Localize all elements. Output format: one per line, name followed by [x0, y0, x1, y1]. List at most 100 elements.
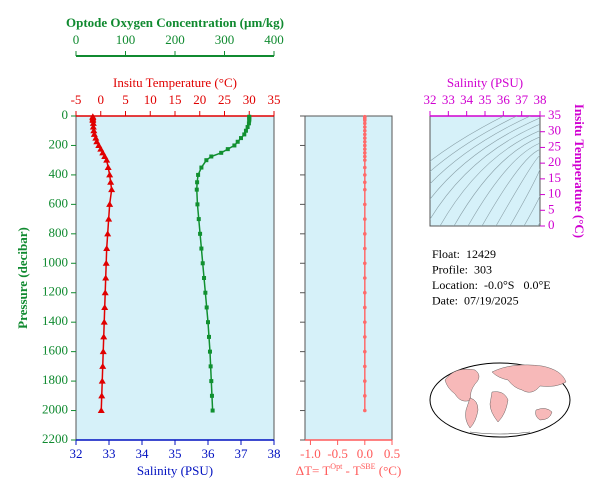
float-info: Float: 12429: [432, 247, 496, 261]
y-tick-label: 600: [49, 195, 69, 210]
marker: [232, 143, 237, 148]
marker: [363, 246, 367, 251]
x-tick-label: 100: [116, 32, 136, 47]
x-tick-label: 33: [442, 92, 455, 107]
marker: [225, 147, 230, 152]
y-tick-label: 5: [548, 201, 555, 216]
y-tick-label: 25: [548, 138, 561, 153]
density-contour: [453, 136, 540, 226]
x-axis-title-part: (°C): [376, 463, 402, 478]
marker: [203, 290, 208, 295]
x-tick-label: 0.0: [357, 446, 373, 461]
marker: [209, 379, 214, 384]
marker: [196, 172, 201, 177]
marker: [198, 231, 203, 236]
x-tick-label: 35: [169, 446, 182, 461]
marker: [208, 364, 213, 369]
marker: [202, 276, 207, 280]
marker: [207, 349, 212, 354]
x-tick-label: -5: [71, 92, 82, 107]
marker: [363, 128, 367, 133]
x-tick-label: 36: [202, 446, 216, 461]
land: [444, 368, 480, 402]
y-tick-label: 1000: [42, 254, 68, 269]
y-axis-title: Insitu Temperature (°C): [572, 104, 587, 238]
marker: [107, 178, 115, 185]
y-tick-label: 1800: [42, 372, 68, 387]
x-tick-label: 32: [70, 446, 83, 461]
marker: [247, 118, 252, 123]
y-tick-label: 400: [49, 166, 69, 181]
marker: [363, 305, 367, 310]
marker: [92, 134, 100, 141]
marker: [363, 217, 367, 221]
marker: [194, 187, 199, 192]
y-tick-label: 1600: [42, 343, 68, 358]
plot-area: [429, 115, 541, 227]
x-tick-label: 0: [98, 92, 105, 107]
x-tick-label: 300: [215, 32, 235, 47]
marker: [108, 186, 116, 193]
density-contour: [430, 116, 518, 172]
marker: [363, 118, 367, 123]
marker: [363, 364, 367, 369]
density-contour: [430, 116, 505, 162]
x-axis-title: Optode Oxygen Concentration (µm/kg): [66, 15, 284, 30]
marker: [199, 165, 204, 170]
marker: [363, 180, 367, 185]
marker: [363, 408, 367, 413]
land: [535, 408, 553, 421]
land: [465, 397, 479, 429]
x-tick-label: -0.5: [327, 446, 348, 461]
x-axis-title-part: Opt: [330, 462, 343, 471]
marker: [200, 261, 205, 266]
land: [489, 391, 509, 423]
x-tick-label: 35: [268, 92, 281, 107]
marker: [363, 158, 367, 162]
marker: [210, 408, 215, 413]
marker: [363, 147, 367, 151]
y-tick-label: 0: [62, 107, 69, 122]
x-axis-title: Insitu Temperature (°C): [113, 75, 237, 90]
marker: [363, 335, 367, 339]
x-axis-title-part: - T: [342, 463, 361, 478]
y-tick-label: 2000: [42, 402, 68, 417]
x-tick-label: 36: [497, 92, 511, 107]
x-tick-label: 34: [460, 92, 474, 107]
y-tick-label: 1400: [42, 313, 68, 328]
x-tick-label: 15: [169, 92, 182, 107]
float-info: Profile: 303: [432, 263, 492, 277]
x-tick-label: 5: [122, 92, 129, 107]
x-tick-label: 30: [243, 92, 256, 107]
marker: [104, 164, 112, 171]
marker: [106, 200, 114, 207]
x-tick-label: 25: [218, 92, 231, 107]
density-contour: [481, 149, 540, 226]
marker: [363, 151, 367, 155]
marker: [363, 232, 367, 236]
marker: [245, 125, 250, 130]
density-contour: [523, 167, 540, 226]
density-contour: [439, 130, 540, 226]
density-contour: [430, 116, 532, 185]
marker: [105, 215, 113, 222]
marker: [363, 276, 367, 280]
x-tick-label: 32: [424, 92, 437, 107]
marker: [104, 230, 112, 237]
marker: [98, 392, 106, 399]
marker: [99, 362, 107, 369]
land: [491, 364, 567, 393]
marker: [363, 202, 367, 207]
y-axis-title: Pressure (decibar): [15, 227, 30, 329]
marker: [363, 121, 367, 126]
y-tick-label: 200: [49, 136, 69, 151]
marker: [89, 116, 97, 123]
marker: [363, 143, 367, 148]
marker: [246, 121, 251, 126]
x-axis-title-part: SBE: [361, 462, 376, 471]
y-tick-label: 10: [548, 186, 561, 201]
x-tick-label: -1.0: [300, 446, 321, 461]
x-tick-label: 0.5: [384, 446, 400, 461]
marker: [363, 394, 367, 398]
